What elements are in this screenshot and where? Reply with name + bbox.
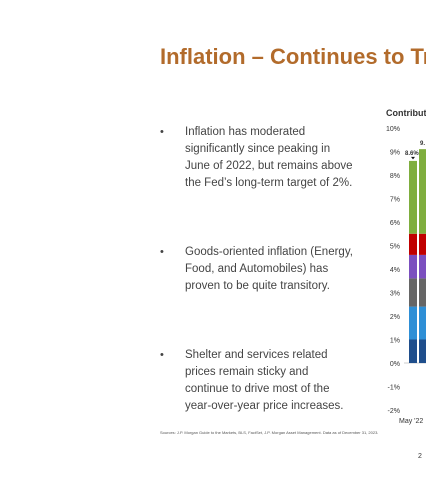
bar-segment (409, 278, 417, 307)
bar-segment (419, 254, 426, 279)
y-tick-label: 0% (390, 361, 400, 368)
slide-title: Inflation – Continues to Tre (160, 44, 426, 69)
bullet-dot-icon: • (160, 126, 164, 138)
y-tick-label: 1% (390, 338, 400, 345)
sources-note: Sources: J.P. Morgan Guide to the Market… (160, 430, 379, 435)
y-tick-label: 5% (390, 244, 400, 251)
bullet-dot-icon: • (160, 349, 164, 361)
y-tick-label: 6% (390, 220, 400, 227)
bar-segment (409, 254, 417, 279)
bar-segment (409, 160, 417, 234)
y-tick-label: 10% (386, 126, 400, 133)
bar-segment (409, 233, 417, 255)
contribution-chart: 10% 9% 8% 7% 6% 5% 4% 3% 2% 1% 0% -1% -2% 8.6%9. May '… (386, 126, 426, 425)
bullet-dot-icon: • (160, 246, 164, 258)
y-tick-label: -1% (388, 385, 400, 392)
total-marker-icon (411, 156, 415, 160)
x-category-label: May '22 (399, 418, 423, 425)
y-tick-label: 4% (390, 267, 400, 274)
y-tick-label: 8% (390, 173, 400, 180)
chart-title: Contribut (386, 108, 426, 118)
data-label: 8.6% (405, 151, 419, 157)
page-number: 2 (418, 453, 422, 460)
bar-segment (419, 149, 426, 234)
bar-segment (419, 233, 426, 255)
bullet-text: Goods-oriented inflation (Energy, Food, … (185, 246, 353, 292)
y-tick-label: 2% (390, 314, 400, 321)
bullet-text: Inflation has moderated significantly si… (185, 126, 353, 189)
y-tick-label: 3% (390, 291, 400, 298)
y-tick-label: 9% (390, 150, 400, 157)
bar-segment (419, 339, 426, 363)
y-tick-label: -2% (388, 408, 400, 415)
bar-segment (419, 306, 426, 340)
bullet-text: Shelter and services related prices rema… (185, 349, 344, 412)
chart-plot-area: 10% 9% 8% 7% 6% 5% 4% 3% 2% 1% 0% -1% -2% 8.6%9. May '… (386, 126, 426, 425)
bar-segment (409, 339, 417, 363)
y-tick-label: 7% (390, 197, 400, 204)
bar-segment (419, 278, 426, 307)
bar-segment (409, 306, 417, 340)
data-label: 9. (420, 141, 425, 147)
